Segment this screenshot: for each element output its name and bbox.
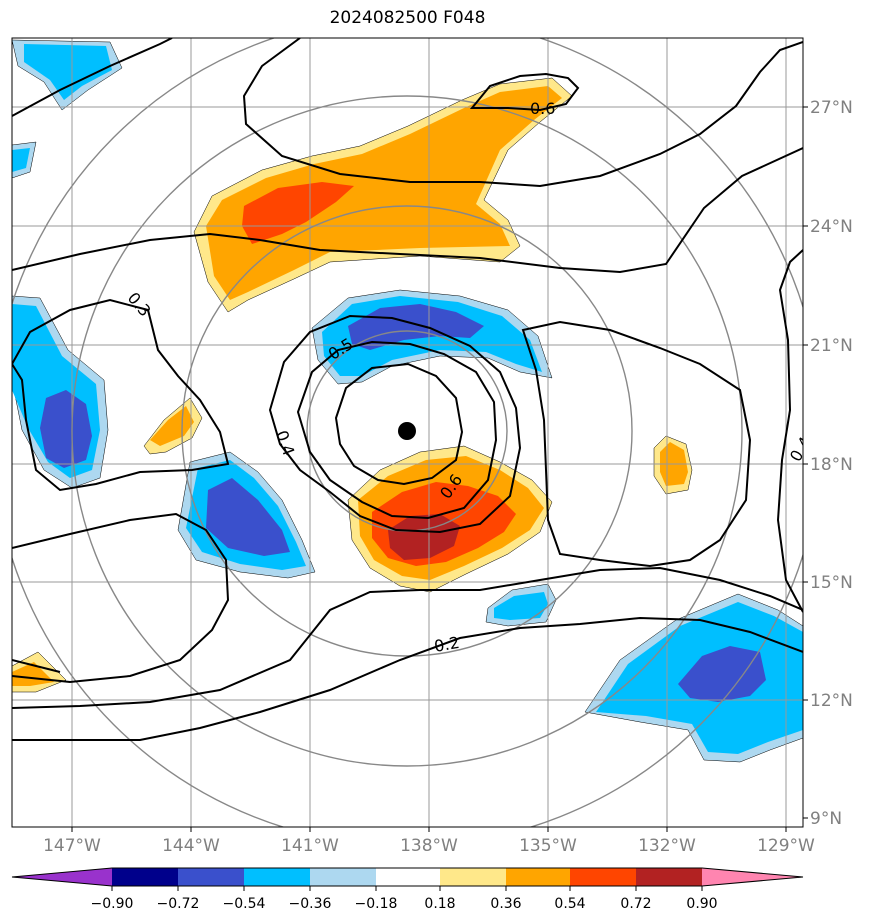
colorbar-extend-low — [12, 868, 112, 886]
lat-label: 18°N — [810, 455, 853, 475]
map-title: 2024082500 F048 — [329, 8, 486, 28]
colorbar-tick-label: 0.36 — [490, 896, 521, 912]
lon-label: 144°W — [162, 836, 220, 856]
shading-pos-072 — [388, 514, 460, 560]
storm-center-marker[interactable] — [398, 422, 416, 440]
lon-label: 138°W — [400, 836, 458, 856]
colorbar-tick-label: 0.72 — [620, 896, 651, 912]
colorbar-tick-label: 0.18 — [424, 896, 455, 912]
axis-ticks — [71, 106, 808, 832]
colorbar-bin — [440, 868, 506, 886]
map-frame — [11, 37, 804, 828]
colorbar-extend-high — [702, 868, 803, 886]
colorbar-tick-label: −0.72 — [157, 896, 200, 912]
contour-label: 0.2 — [433, 633, 461, 656]
lon-labels: 147°W 144°W 141°W 138°W 135°W 132°W 129°… — [43, 836, 815, 856]
lon-label: 132°W — [638, 836, 696, 856]
colorbar-bin — [244, 868, 310, 886]
contour-label: 0.6 — [530, 99, 555, 118]
colorbar-bin — [700, 868, 703, 886]
lat-label: 21°N — [810, 336, 853, 356]
colorbar-tick-label: −0.36 — [289, 896, 332, 912]
map-content: 0.6 0.3 0.5 0.4 0.6 0.2 0.4 — [12, 38, 803, 827]
lat-label: 9°N — [810, 809, 842, 829]
colorbar-ticks — [111, 886, 703, 891]
map-panel[interactable]: 0.6 0.3 0.5 0.4 0.6 0.2 0.4 — [0, 16, 822, 846]
colorbar-tick-label: −0.18 — [355, 896, 398, 912]
lat-label: 24°N — [810, 217, 853, 237]
lon-label: 135°W — [519, 836, 577, 856]
colorbar-bin — [178, 868, 244, 886]
lat-label: 12°N — [810, 691, 853, 711]
colorbar-tick-label: −0.54 — [223, 896, 266, 912]
colorbar-tick-label: 0.90 — [686, 896, 717, 912]
lon-label: 141°W — [281, 836, 339, 856]
colorbar-bin — [112, 868, 178, 886]
lat-labels: 27°N 24°N 21°N 18°N 15°N 12°N 9°N — [810, 98, 853, 829]
colorbar-bin — [570, 868, 636, 886]
colorbar-bin — [310, 868, 376, 886]
colorbar-tick-label: 0.54 — [554, 896, 585, 912]
lon-label: 129°W — [757, 836, 815, 856]
contour-lines — [12, 38, 803, 741]
lat-label: 15°N — [810, 573, 853, 593]
colorbar-bin — [636, 868, 700, 886]
colorbar-bin — [376, 868, 440, 886]
colorbar-tick-label: −0.90 — [91, 896, 134, 912]
shading-neg-054 — [40, 304, 766, 702]
colorbar-bin — [506, 868, 570, 886]
lat-label: 27°N — [810, 98, 853, 118]
colorbar: −0.90 −0.72 −0.54 −0.36 −0.18 0.18 0.36 … — [11, 867, 804, 912]
lon-label: 147°W — [43, 836, 101, 856]
